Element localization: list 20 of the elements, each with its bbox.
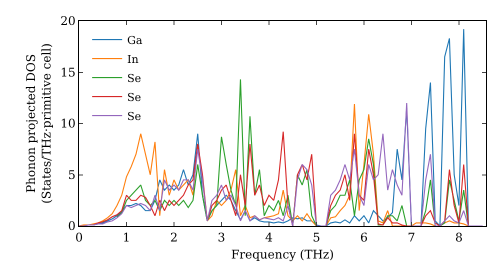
x-tick-label: 1 <box>122 230 130 244</box>
y-tick-label: 0 <box>68 219 76 234</box>
legend-label: Se <box>127 72 142 85</box>
legend-label: Se <box>127 90 142 104</box>
x-tick-label: 8 <box>455 230 463 244</box>
y-tick-label: 20 <box>60 14 76 28</box>
y-tick-label: 5 <box>68 168 76 182</box>
x-axis-title: Frequency (THz) <box>231 247 334 262</box>
x-tick-label: 7 <box>408 230 416 244</box>
y-tick-label: 15 <box>60 65 76 80</box>
x-tick-label: 5 <box>312 230 320 244</box>
x-tick-label: 4 <box>265 230 274 244</box>
legend-label: Ga <box>127 34 143 47</box>
x-tick-label: 3 <box>218 230 226 244</box>
y-axis-title: Phonon projected DOS (States/THz·primitive cell) <box>24 43 54 204</box>
x-tick-label: 6 <box>360 230 368 244</box>
y-tick-label: 10 <box>60 116 76 131</box>
x-tick-label: 2 <box>170 230 178 244</box>
legend-label: Se <box>127 110 142 123</box>
legend-label: In <box>127 52 139 66</box>
